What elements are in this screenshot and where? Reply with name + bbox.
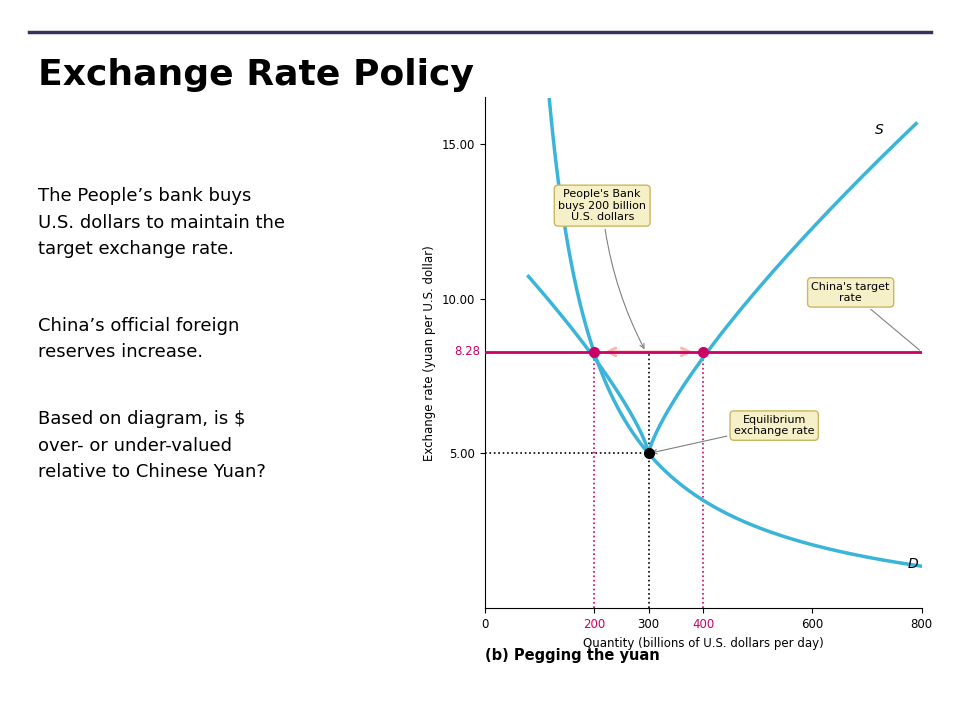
Text: Based on diagram, is $
over- or under-valued
relative to Chinese Yuan?: Based on diagram, is $ over- or under-va… [38, 410, 266, 481]
X-axis label: Quantity (billions of U.S. dollars per day): Quantity (billions of U.S. dollars per d… [583, 636, 824, 649]
Text: Exchange Rate Policy: Exchange Rate Policy [38, 58, 474, 91]
Text: S: S [876, 123, 884, 138]
Text: (b) Pegging the yuan: (b) Pegging the yuan [485, 648, 660, 663]
Text: 8.28: 8.28 [454, 346, 480, 359]
Text: China's target
rate: China's target rate [811, 282, 920, 350]
Text: Equilibrium
exchange rate: Equilibrium exchange rate [653, 415, 814, 454]
Text: People's Bank
buys 200 billion
U.S. dollars: People's Bank buys 200 billion U.S. doll… [558, 189, 646, 348]
Text: The People’s bank buys
U.S. dollars to maintain the
target exchange rate.: The People’s bank buys U.S. dollars to m… [38, 187, 285, 258]
Text: China’s official foreign
reserves increase.: China’s official foreign reserves increa… [38, 317, 240, 361]
Text: D: D [908, 557, 919, 571]
Y-axis label: Exchange rate (yuan per U.S. dollar): Exchange rate (yuan per U.S. dollar) [423, 245, 436, 461]
